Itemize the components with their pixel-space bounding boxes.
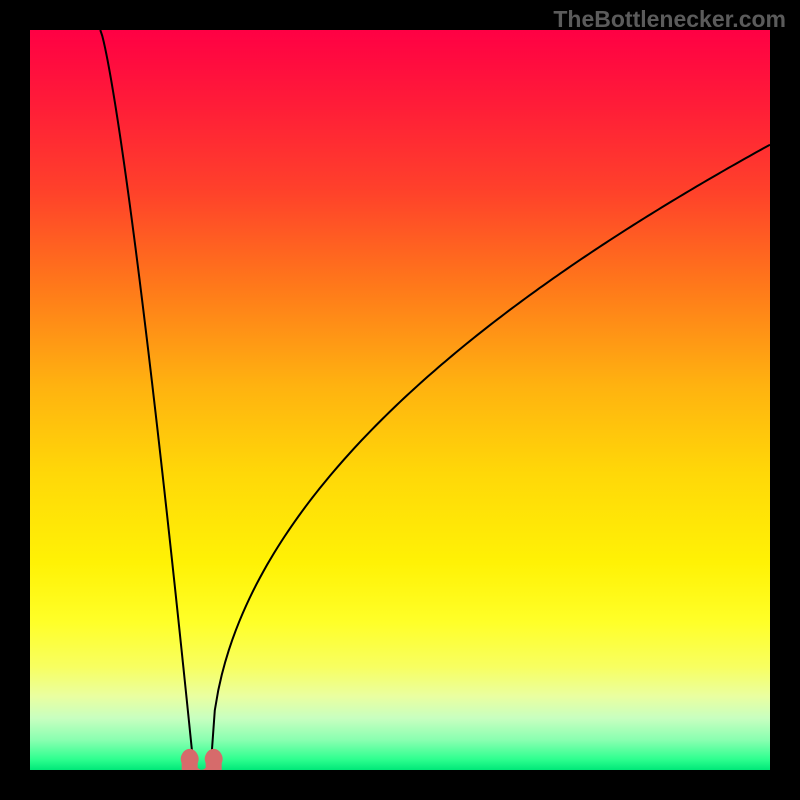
bottleneck-chart	[30, 30, 770, 770]
gradient-background	[30, 30, 770, 770]
watermark-text: TheBottlenecker.com	[553, 6, 786, 33]
chart-frame	[30, 30, 770, 770]
